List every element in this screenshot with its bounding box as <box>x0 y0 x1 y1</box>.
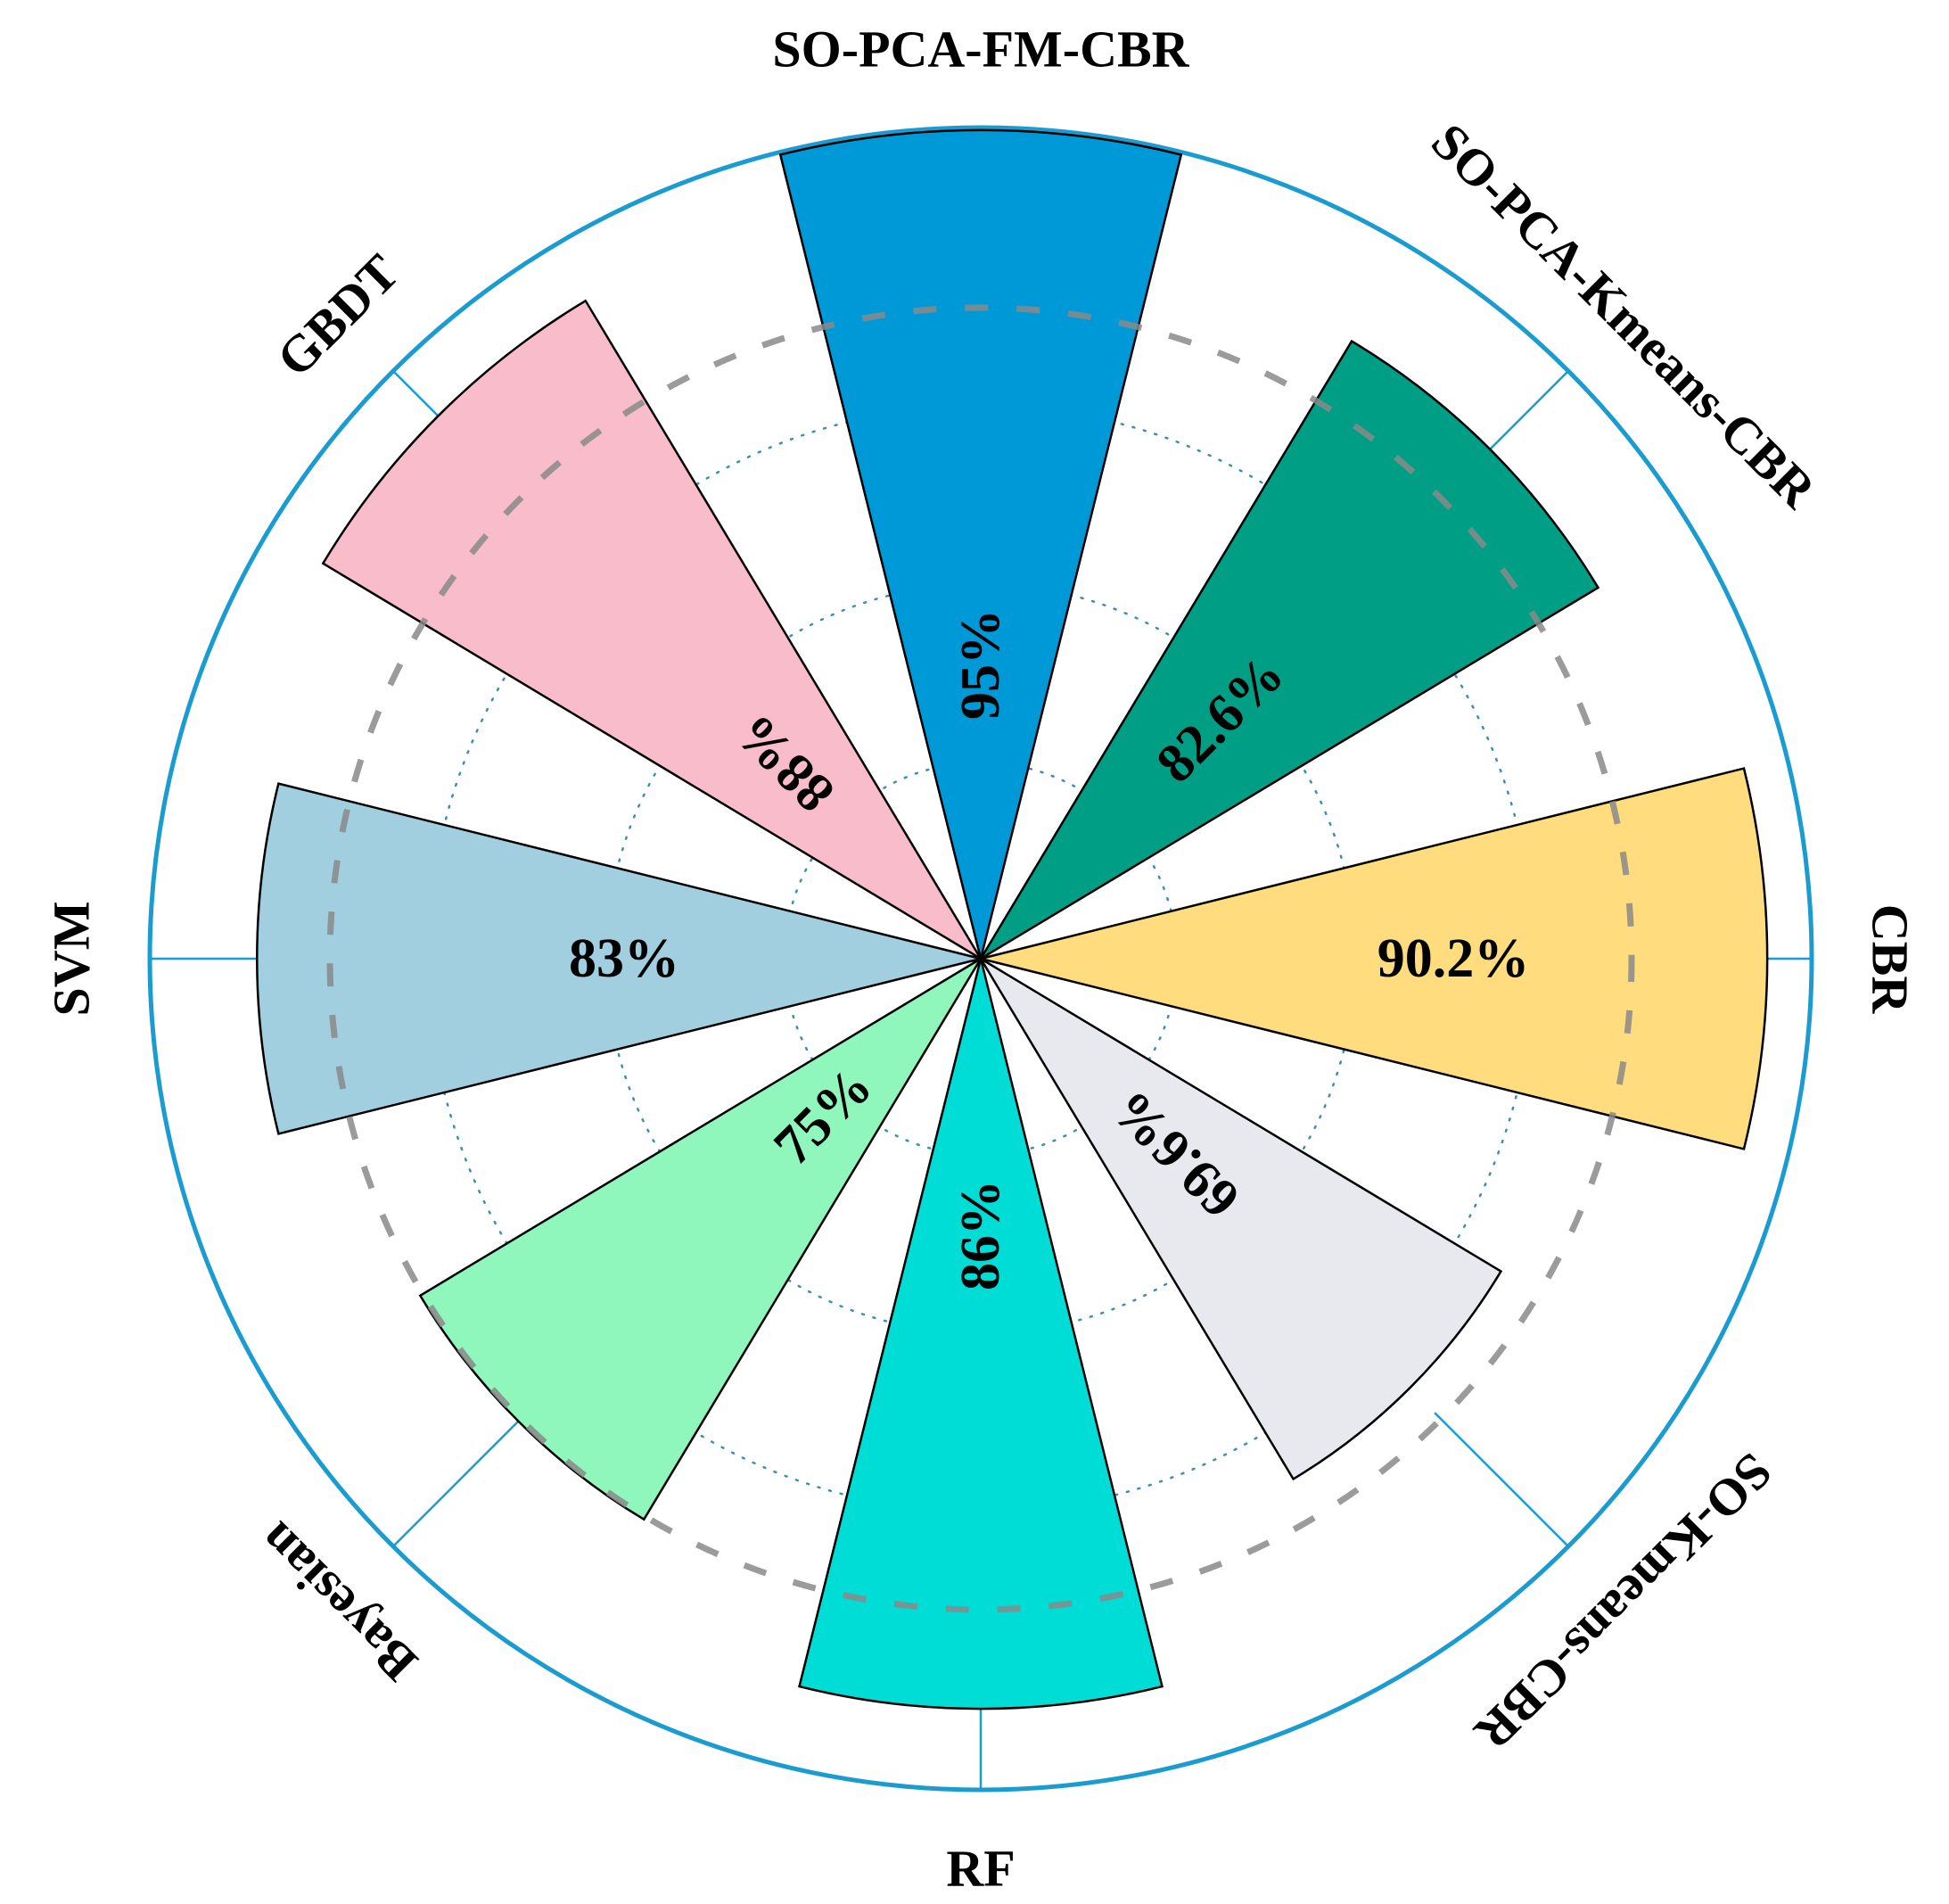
outer-ring <box>147 125 1814 1793</box>
bar-svm <box>256 782 982 1135</box>
category-label: CBR <box>1862 904 1920 1015</box>
grid-spoke <box>392 1412 528 1547</box>
bar-so-pca-fm-cbr <box>778 128 1183 960</box>
value-label: 86% <box>950 1180 1011 1290</box>
value-label: 83% <box>569 928 679 989</box>
value-label: 90.2% <box>1377 928 1530 989</box>
category-label: SVM <box>43 902 101 1017</box>
bar-cbr <box>980 767 1769 1150</box>
grid-ring-dashed <box>326 304 1635 1613</box>
grid-spoke <box>1434 1412 1569 1547</box>
bars <box>256 128 1769 1710</box>
value-label: 95% <box>950 609 1011 720</box>
bar-so-pca-kmeans-cbr <box>979 339 1600 960</box>
bar-rf <box>798 958 1164 1710</box>
category-label: SO-PCA-FM-CBR <box>772 21 1189 78</box>
category-label: RF <box>946 1840 1015 1898</box>
bar-gbdt <box>321 299 983 960</box>
category-label: GBDT <box>266 243 410 388</box>
bar-so-kmeans-cbr <box>979 957 1503 1481</box>
